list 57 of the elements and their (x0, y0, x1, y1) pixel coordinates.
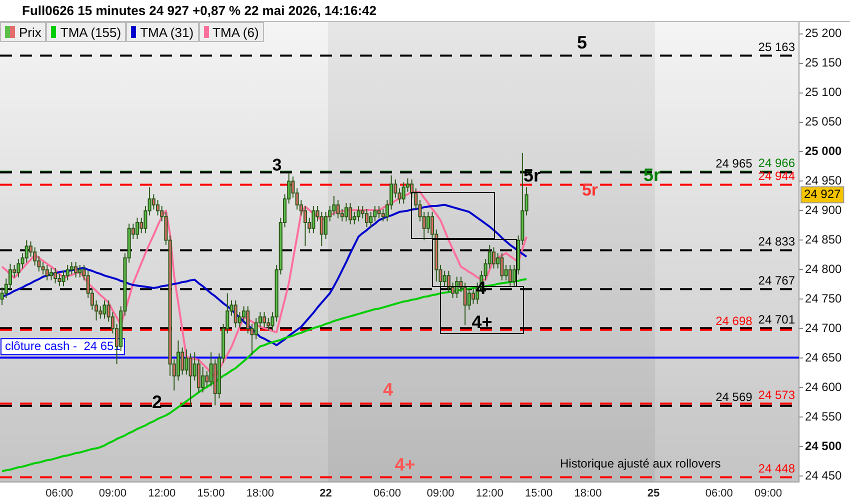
ref-line-label: 24 965 (716, 156, 753, 171)
ref-line-label: 24 448 (758, 462, 796, 476)
x-tick-label: 06:00 (373, 488, 401, 500)
legend-label: TMA (155) (60, 24, 122, 40)
x-tick-label: 18:00 (246, 488, 274, 500)
x-tick-label: 22 (320, 488, 332, 500)
y-tick-label: 24 750 (805, 291, 842, 306)
annotation: 5r (582, 180, 598, 200)
ref-line-label: 24 944 (758, 169, 796, 184)
annotation: 24 927 (804, 187, 842, 202)
annotation: Historique ajusté aux rollovers (560, 456, 721, 470)
y-tick-label: 24 700 (805, 320, 842, 335)
x-tick-label: 25 (647, 488, 660, 500)
annotation: 5r (643, 164, 661, 185)
chart-title: Full0626 15 minutes 24 927 +0,87 % 22 mai 2026, 14:16:42 (22, 3, 376, 18)
y-tick-label: 24 800 (805, 262, 842, 276)
annotation: 4+ (394, 454, 416, 474)
ref-line-label: 25 163 (758, 40, 796, 54)
y-tick-label: 25 050 (805, 114, 842, 129)
ref-line-label: 24 569 (716, 390, 753, 404)
x-tick-label: 12:00 (148, 488, 176, 500)
annotation: 4+ (472, 312, 492, 332)
legend-label: Prix (19, 24, 42, 40)
x-tick-label: 09:00 (426, 488, 454, 500)
ref-line-label: 24 701 (758, 312, 796, 326)
annotation: 5r (523, 165, 541, 186)
ref-line-label: 24 966 (758, 156, 796, 170)
y-tick-label: 24 550 (805, 409, 842, 424)
ref-line-label: 24 573 (758, 388, 796, 402)
x-tick-label: 12:00 (476, 488, 504, 500)
y-tick-label: 24 850 (805, 232, 842, 247)
x-tick-label: 15:00 (197, 488, 225, 500)
y-tick-label: 25 150 (805, 56, 842, 70)
x-tick-label: 09:00 (98, 488, 126, 500)
y-tick-label: 24 900 (805, 203, 842, 218)
ref-line-label: 24 833 (758, 234, 796, 249)
annotation: 5 (576, 32, 588, 53)
y-tick-label: 24 600 (805, 380, 842, 394)
legend-label: TMA (6) (212, 24, 259, 40)
x-tick-label: 06:00 (705, 488, 733, 500)
y-tick-label: 24 450 (805, 468, 842, 482)
ref-line-label: 24 698 (716, 314, 753, 328)
x-tick-label: 18:00 (574, 488, 602, 500)
x-tick-label: 06:00 (46, 488, 74, 500)
annotation: 3 (272, 155, 282, 174)
y-tick-label: 25 100 (805, 85, 842, 100)
y-tick-label: 25 000 (805, 144, 842, 158)
annotation: 4 (382, 380, 394, 400)
y-tick-label: 24 650 (805, 350, 842, 364)
legend-label: TMA (31) (140, 24, 194, 40)
x-tick-label: 15:00 (525, 488, 553, 500)
y-tick-label: 24 500 (805, 438, 842, 453)
annotation: 2 (152, 392, 162, 412)
ref-line-label: 24 767 (758, 273, 796, 288)
y-tick-label: 24 950 (805, 174, 842, 188)
x-tick-label: 09:00 (754, 488, 782, 500)
y-tick-label: 25 200 (805, 26, 842, 40)
